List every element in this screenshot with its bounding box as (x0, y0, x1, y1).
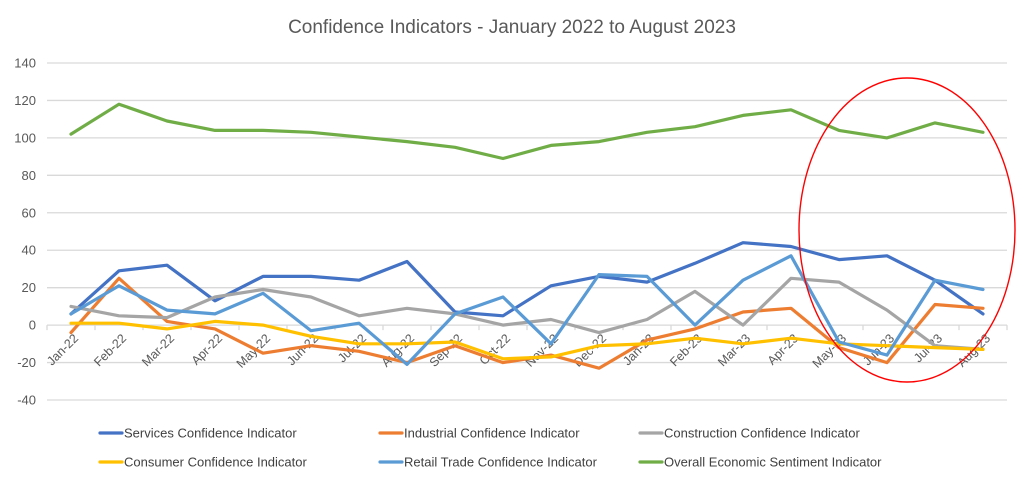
annotations (798, 77, 1016, 383)
legend-item: Industrial Confidence Indicator (378, 426, 580, 441)
x-tick-label: Feb-23 (667, 331, 705, 369)
series-lines (69, 102, 985, 370)
y-tick-label: 60 (22, 205, 36, 220)
legend-label: Overall Economic Sentiment Indicator (664, 455, 882, 470)
legend-label: Industrial Confidence Indicator (404, 426, 580, 441)
x-tick-label: Mar-23 (715, 331, 753, 369)
legend-label: Construction Confidence Indicator (664, 426, 861, 441)
y-tick-label: 20 (22, 280, 36, 295)
y-tick-label: 80 (22, 168, 36, 183)
legend-label: Consumer Confidence Indicator (124, 455, 307, 470)
y-tick-label: 100 (14, 130, 36, 145)
x-tick-label: Mar-22 (139, 331, 177, 369)
legend-item: Consumer Confidence Indicator (98, 455, 307, 470)
y-tick-label: 120 (14, 93, 36, 108)
series-line-5 (69, 102, 985, 161)
y-tick-label: 140 (14, 56, 36, 71)
series-line-3 (69, 319, 985, 361)
chart-title: Confidence Indicators - January 2022 to … (288, 17, 736, 38)
legend-item: Construction Confidence Indicator (638, 426, 861, 441)
legend: Services Confidence Indicator Industrial … (98, 426, 882, 470)
legend-item: Retail Trade Confidence Indicator (378, 455, 598, 470)
x-tick-label: Aug-22 (379, 331, 417, 369)
series-line-4 (69, 254, 985, 366)
highlight-ellipse (798, 77, 1016, 383)
y-tick-label: -20 (17, 355, 36, 370)
legend-item: Overall Economic Sentiment Indicator (638, 455, 882, 470)
y-tick-label: 0 (29, 318, 36, 333)
y-tick-label: 40 (22, 243, 36, 258)
legend-item: Services Confidence Indicator (98, 426, 297, 441)
legend-label: Retail Trade Confidence Indicator (404, 455, 598, 470)
gridlines (47, 62, 1007, 401)
series-line-0 (69, 241, 985, 318)
x-tick-label: May-23 (810, 331, 849, 370)
legend-label: Services Confidence Indicator (124, 426, 297, 441)
x-tick-label: Feb-22 (91, 331, 129, 369)
y-axis: 140 120 100 80 60 40 20 0 -20 -40 (14, 56, 36, 408)
y-tick-label: -40 (17, 393, 36, 408)
